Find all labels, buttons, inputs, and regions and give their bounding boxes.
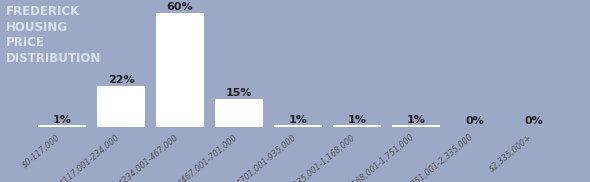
Text: 1%: 1%	[348, 115, 366, 125]
Bar	[97, 86, 145, 127]
Text: FREDERICK
HOUSING
PRICE
DISTRIBUTION: FREDERICK HOUSING PRICE DISTRIBUTION	[6, 5, 101, 65]
Text: 1%: 1%	[289, 115, 307, 125]
Text: 15%: 15%	[226, 88, 252, 98]
Bar	[38, 126, 86, 127]
Text: 1%: 1%	[407, 115, 425, 125]
Bar	[274, 126, 322, 127]
Bar	[215, 99, 263, 127]
Bar	[392, 126, 440, 127]
Text: 60%: 60%	[166, 2, 194, 12]
Text: 0%: 0%	[525, 116, 543, 126]
Text: 22%: 22%	[107, 75, 135, 85]
Text: 1%: 1%	[53, 115, 71, 125]
Bar	[156, 13, 204, 127]
Text: 0%: 0%	[466, 116, 484, 126]
Bar	[333, 126, 381, 127]
